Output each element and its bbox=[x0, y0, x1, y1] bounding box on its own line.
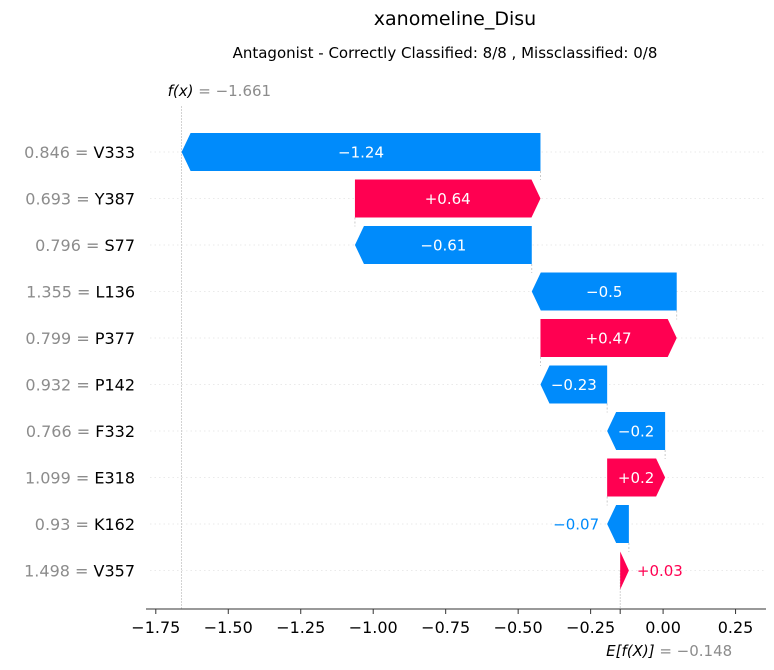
bar-value-label: −0.2 bbox=[618, 423, 654, 441]
x-tick-label: 0.25 bbox=[718, 618, 754, 637]
feature-label: 0.846 = V333 bbox=[24, 143, 135, 162]
bar-Y387 bbox=[354, 179, 541, 218]
feature-label: 1.099 = E318 bbox=[25, 469, 135, 488]
fx-value-label: f(x) = −1.661 bbox=[168, 82, 271, 100]
feature-label: 0.799 = P377 bbox=[25, 329, 135, 348]
bar-value-label: +0.2 bbox=[618, 469, 654, 487]
x-axis: −1.75 −1.50 −1.25 −1.00 −0.75 −0.50 −0.25 0.00 0… bbox=[131, 608, 766, 660]
bar-F332 bbox=[607, 412, 666, 450]
bar-S77 bbox=[354, 226, 532, 264]
x-tick-label: −1.25 bbox=[276, 618, 325, 637]
x-tick-label: 0.00 bbox=[645, 618, 681, 637]
bar-value-label: −0.61 bbox=[420, 237, 466, 255]
base-value-label: E[f(X)] = −0.148 bbox=[606, 642, 732, 660]
bar-value-label: −1.24 bbox=[338, 144, 384, 162]
x-tick-label: −0.50 bbox=[494, 618, 543, 637]
bar-value-label: −0.5 bbox=[586, 283, 622, 301]
x-tick-label: −1.75 bbox=[131, 618, 180, 637]
bar-value-label: −0.07 bbox=[553, 516, 599, 534]
feature-label: 1.355 = L136 bbox=[26, 283, 135, 302]
x-tick-label: −1.00 bbox=[349, 618, 398, 637]
x-tick-label: −0.25 bbox=[566, 618, 615, 637]
bar-value-label: +0.03 bbox=[637, 562, 683, 580]
feature-label: 0.766 = F332 bbox=[26, 422, 135, 441]
chart-subtitle: Antagonist - Correctly Classified: 8/8 ,… bbox=[233, 44, 658, 62]
bar-value-label: −0.23 bbox=[551, 376, 597, 394]
bar-V357 bbox=[620, 551, 629, 590]
x-tick-label: −1.50 bbox=[204, 618, 253, 637]
bars bbox=[181, 133, 677, 590]
bar-K162 bbox=[607, 505, 629, 543]
feature-label: 0.93 = K162 bbox=[35, 515, 135, 534]
bar-E318 bbox=[607, 458, 666, 497]
chart-title: xanomeline_Disu bbox=[374, 8, 536, 30]
bar-V333 bbox=[181, 133, 541, 171]
feature-label: 0.796 = S77 bbox=[35, 236, 135, 255]
row-labels: f(x) = −1.661 0.846 = V333 −1.24 0.693 = Y3… bbox=[24, 82, 683, 581]
bar-value-label: +0.47 bbox=[586, 330, 632, 348]
x-tick-label: −0.75 bbox=[421, 618, 470, 637]
feature-label: 0.693 = Y387 bbox=[25, 190, 135, 209]
bar-P377 bbox=[540, 319, 677, 357]
feature-label: 0.932 = P142 bbox=[25, 376, 135, 395]
bar-value-label: +0.64 bbox=[425, 190, 471, 208]
bar-L136 bbox=[531, 272, 677, 311]
bar-P142 bbox=[540, 365, 608, 404]
feature-label: 1.498 = V357 bbox=[24, 562, 135, 581]
